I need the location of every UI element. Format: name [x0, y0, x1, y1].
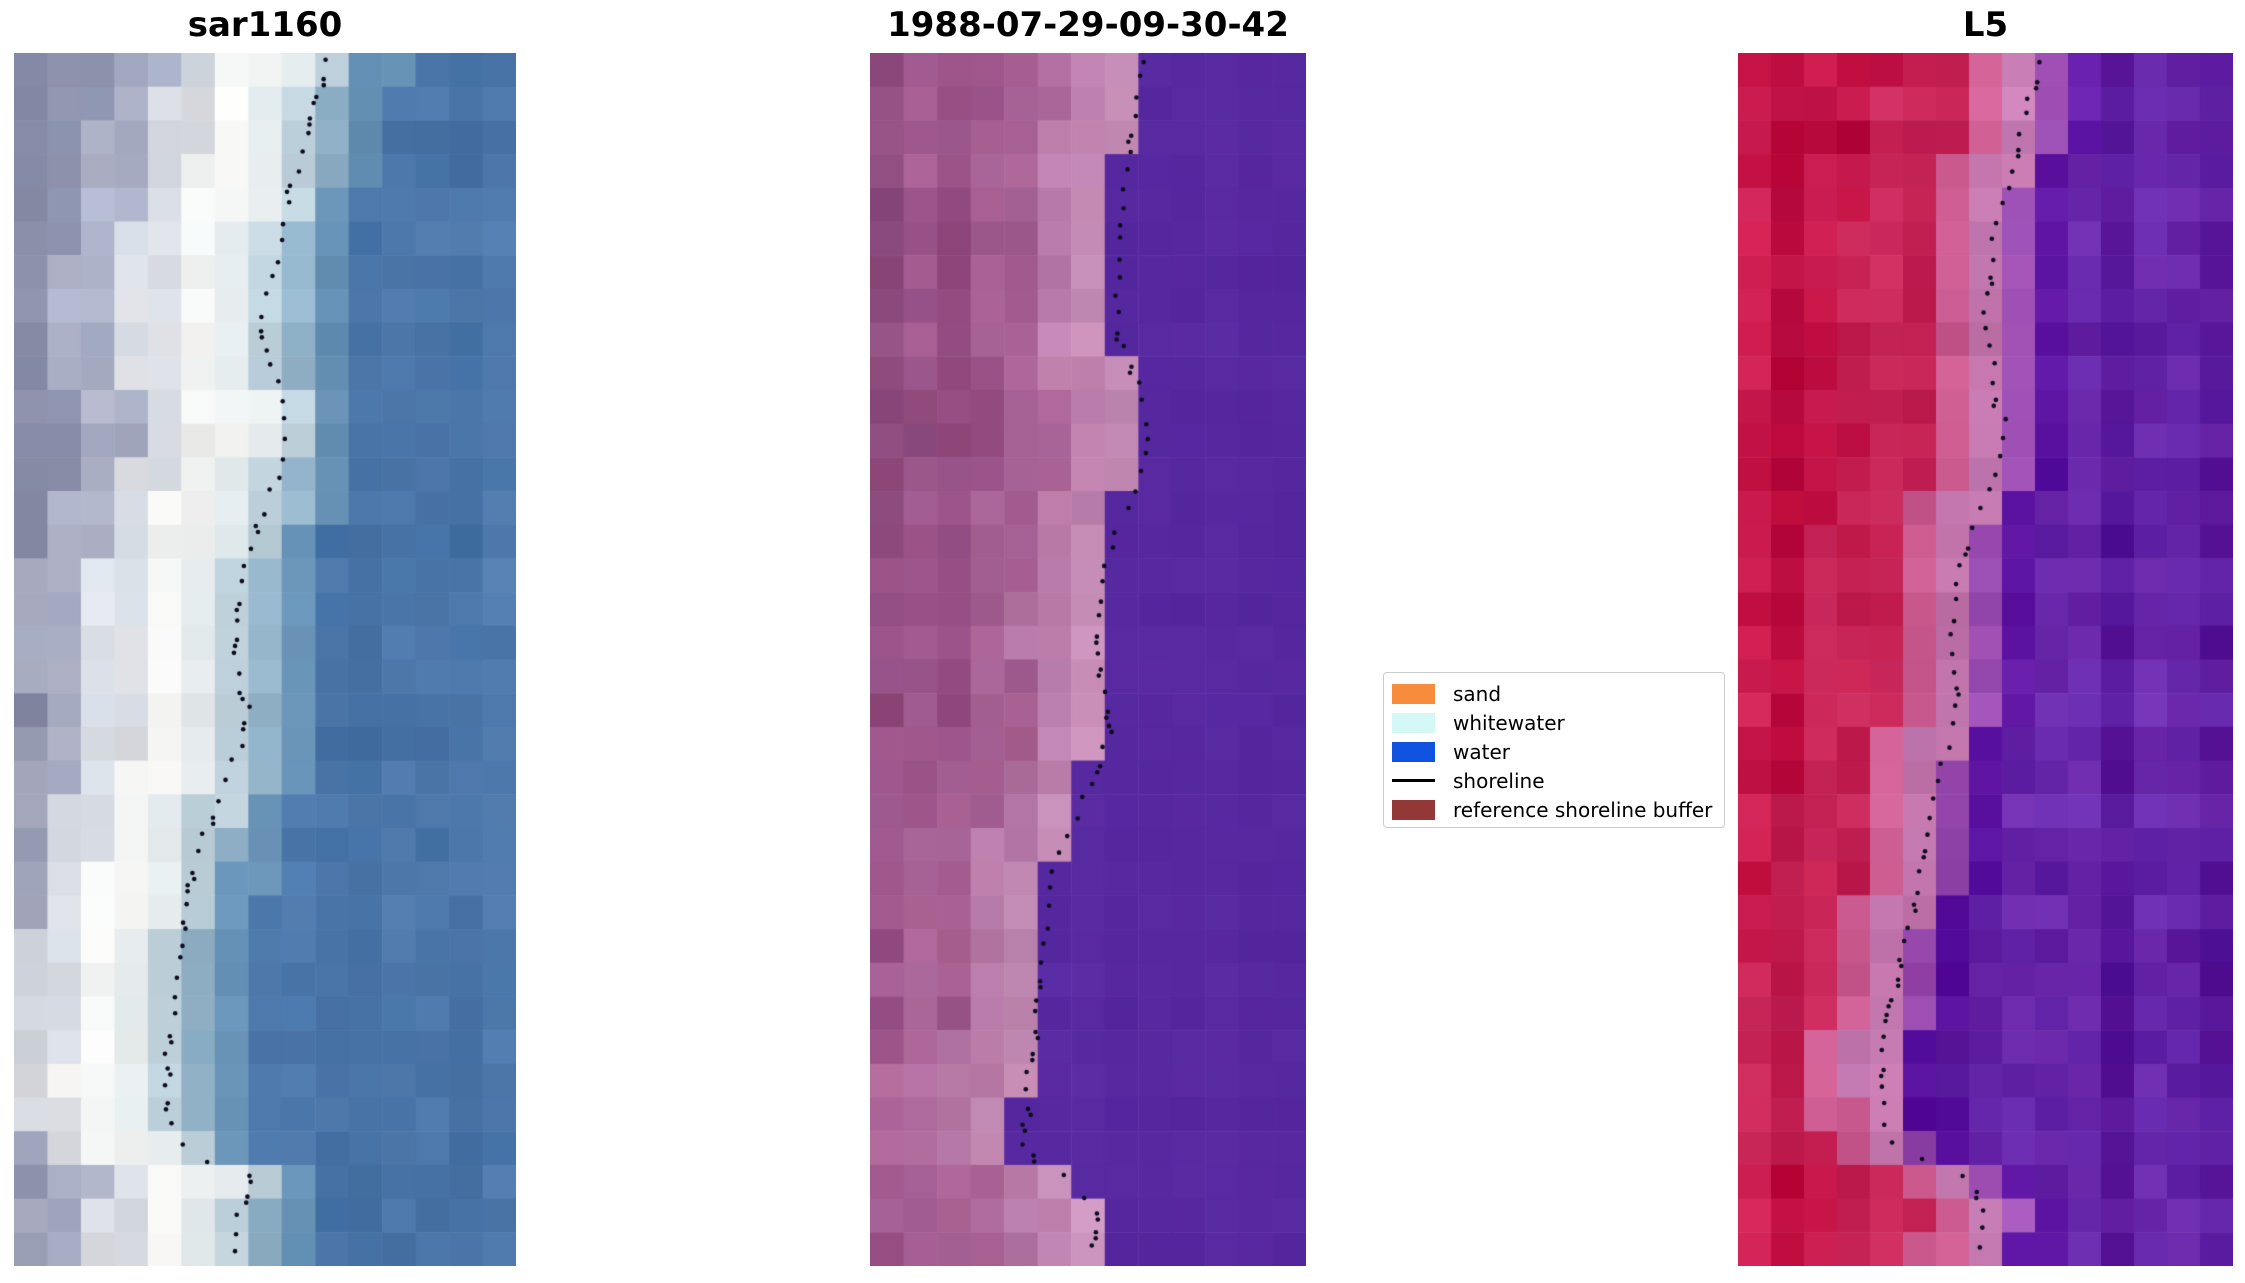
legend-label-whitewater: whitewater [1453, 710, 1565, 735]
panel-image-sar1160 [14, 53, 516, 1266]
legend-swatch-reference-buffer [1392, 799, 1435, 820]
legend-swatch-whitewater [1392, 712, 1435, 733]
panel-title-classified-1988: 1988-07-29-09-30-42 [887, 5, 1289, 45]
legend-label-sand: sand [1453, 681, 1502, 706]
legend-swatch-sand [1392, 683, 1435, 704]
panel-title-sar1160: sar1160 [187, 5, 343, 45]
legend-row-water: water [1392, 737, 1716, 766]
legend-row-shoreline: shoreline [1392, 766, 1716, 795]
legend-label-shoreline: shoreline [1453, 768, 1545, 793]
legend-swatch-shoreline-line [1392, 779, 1435, 782]
legend-row-reference-buffer: reference shoreline buffer [1392, 795, 1716, 824]
legend-swatch-water [1392, 741, 1435, 762]
panel-image-l5 [1738, 53, 2233, 1266]
legend-label-reference-buffer: reference shoreline buffer [1453, 797, 1713, 822]
panel-image-classified-1988 [870, 53, 1306, 1266]
legend-label-water: water [1453, 739, 1510, 764]
legend-row-whitewater: whitewater [1392, 708, 1716, 737]
legend-row-sand: sand [1392, 679, 1716, 708]
legend: sand whitewater water shoreline referenc… [1383, 672, 1725, 828]
panel-title-l5: L5 [1962, 5, 2009, 45]
